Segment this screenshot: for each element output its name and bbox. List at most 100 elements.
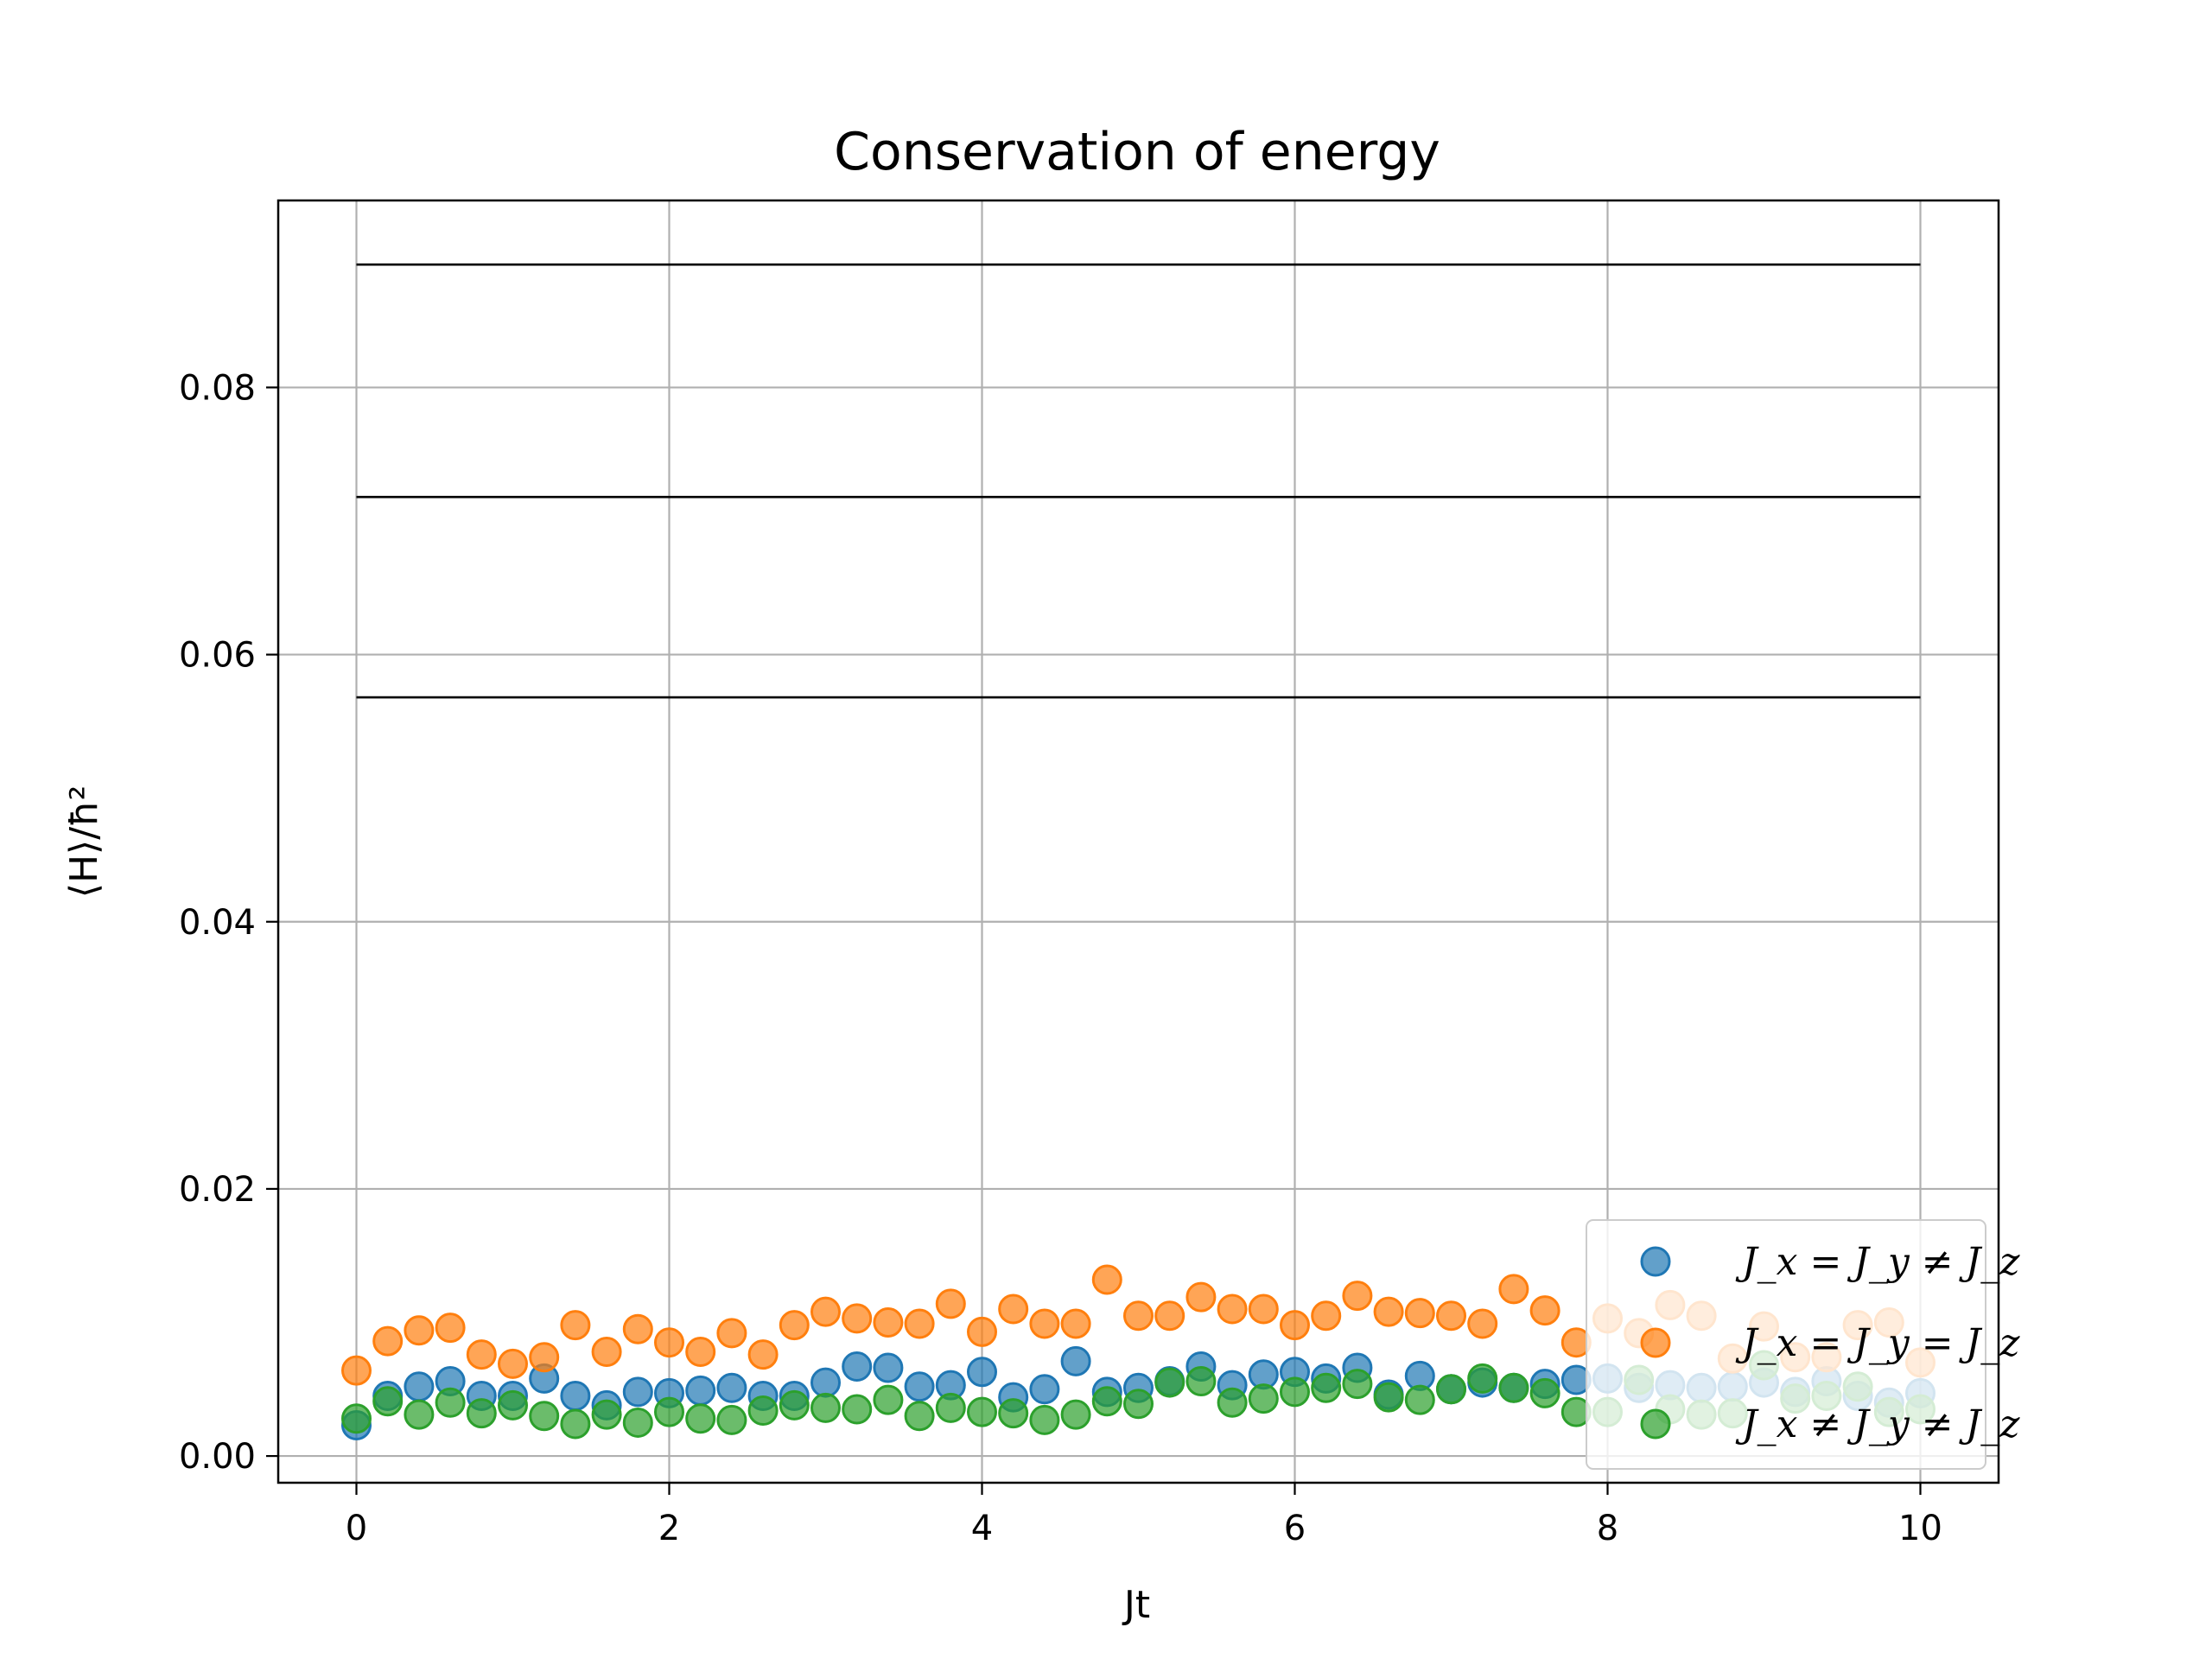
data-point-series-2 bbox=[1529, 1295, 1560, 1326]
data-point-series-2 bbox=[935, 1288, 966, 1319]
data-point-series-3 bbox=[1091, 1386, 1122, 1417]
data-point-series-2 bbox=[1217, 1294, 1248, 1325]
data-point-series-3 bbox=[998, 1398, 1029, 1429]
data-point-series-3 bbox=[747, 1395, 779, 1427]
data-point-series-2 bbox=[685, 1337, 716, 1368]
data-point-series-1 bbox=[716, 1372, 747, 1403]
data-point-series-2 bbox=[622, 1313, 653, 1344]
plot-frame bbox=[276, 199, 2000, 1484]
data-point-series-2 bbox=[842, 1303, 873, 1334]
data-point-series-2 bbox=[998, 1294, 1029, 1325]
data-point-series-3 bbox=[1280, 1376, 1310, 1408]
x-tick-label: 10 bbox=[1898, 1509, 1942, 1548]
data-point-series-3 bbox=[1154, 1367, 1185, 1398]
x-tick-label: 2 bbox=[658, 1509, 680, 1548]
data-point-series-1 bbox=[1060, 1345, 1091, 1376]
data-point-series-3 bbox=[498, 1389, 528, 1421]
data-point-series-2 bbox=[1436, 1300, 1466, 1332]
x-tick-label: 4 bbox=[971, 1509, 993, 1548]
data-point-series-3 bbox=[779, 1389, 810, 1421]
data-point-series-3 bbox=[341, 1403, 372, 1434]
x-tick-label: 8 bbox=[1597, 1509, 1618, 1548]
data-point-series-3 bbox=[967, 1396, 997, 1427]
data-point-series-3 bbox=[1311, 1372, 1342, 1403]
data-point-series-3 bbox=[1248, 1383, 1279, 1414]
data-point-series-2 bbox=[1185, 1281, 1217, 1313]
data-point-series-3 bbox=[810, 1392, 841, 1423]
data-point-series-3 bbox=[560, 1408, 591, 1440]
data-point-series-1 bbox=[810, 1367, 841, 1398]
grid-lines bbox=[278, 200, 1999, 1483]
data-point-series-1 bbox=[1029, 1374, 1060, 1405]
y-tick-label: 0.06 bbox=[179, 636, 256, 676]
data-point-series-3 bbox=[873, 1384, 904, 1415]
data-point-series-2 bbox=[1467, 1308, 1498, 1339]
legend-marker bbox=[1640, 1327, 1671, 1358]
data-point-series-2 bbox=[904, 1308, 935, 1339]
data-point-series-3 bbox=[1529, 1377, 1560, 1408]
data-point-series-2 bbox=[1280, 1310, 1310, 1341]
data-point-series-2 bbox=[466, 1339, 497, 1370]
y-axis-label: ⟨H⟩/ħ² bbox=[62, 785, 106, 898]
data-point-series-1 bbox=[873, 1352, 904, 1383]
data-point-series-3 bbox=[654, 1396, 684, 1427]
data-point-series-2 bbox=[341, 1355, 372, 1386]
data-point-series-2 bbox=[873, 1307, 904, 1338]
data-point-series-2 bbox=[1154, 1300, 1185, 1332]
data-point-series-1 bbox=[842, 1351, 873, 1382]
data-point-series-3 bbox=[466, 1398, 497, 1429]
data-point-series-3 bbox=[842, 1394, 873, 1425]
data-point-series-3 bbox=[1185, 1366, 1217, 1397]
data-point-series-3 bbox=[1342, 1369, 1373, 1400]
legend: J_x = J_y ≠ J_z J_x = J_y = J_z J_x ≠ J_y … bbox=[1586, 1219, 2020, 1470]
data-point-series-2 bbox=[560, 1310, 591, 1341]
x-tick-label: 6 bbox=[1284, 1509, 1306, 1548]
data-point-series-2 bbox=[1373, 1296, 1404, 1327]
data-point-series-3 bbox=[372, 1386, 404, 1417]
data-point-series-2 bbox=[1091, 1264, 1122, 1295]
legend-marker bbox=[1640, 1246, 1671, 1277]
data-point-series-2 bbox=[967, 1316, 997, 1347]
data-point-series-2 bbox=[1029, 1308, 1060, 1339]
data-point-series-2 bbox=[747, 1339, 779, 1370]
data-point-series-3 bbox=[1436, 1374, 1466, 1405]
data-point-series-2 bbox=[1123, 1300, 1154, 1332]
data-point-series-3 bbox=[622, 1407, 653, 1438]
data-point-series-3 bbox=[1498, 1372, 1529, 1403]
y-tick-label: 0.08 bbox=[179, 368, 256, 408]
data-point-series-2 bbox=[1404, 1298, 1435, 1329]
y-tick-label: 0.04 bbox=[179, 903, 256, 943]
data-point-series-2 bbox=[591, 1337, 622, 1368]
data-point-series-1 bbox=[404, 1371, 435, 1402]
data-point-series-3 bbox=[529, 1401, 560, 1432]
data-point-series-2 bbox=[498, 1348, 528, 1379]
data-point-series-3 bbox=[1467, 1363, 1498, 1394]
x-axis-label: Jt bbox=[1122, 1583, 1150, 1627]
data-point-series-2 bbox=[372, 1325, 404, 1357]
data-point-series-2 bbox=[810, 1296, 841, 1327]
data-point-series-3 bbox=[904, 1401, 935, 1432]
data-point-series-2 bbox=[1342, 1281, 1373, 1312]
legend-label: J_x ≠ J_y ≠ J_z bbox=[1735, 1402, 2020, 1446]
data-point-series-3 bbox=[685, 1403, 716, 1434]
data-point-series-1 bbox=[685, 1375, 716, 1406]
data-point-series-2 bbox=[529, 1342, 560, 1373]
data-point-series-2 bbox=[1248, 1294, 1279, 1325]
data-point-series-3 bbox=[716, 1404, 747, 1435]
data-point-series-2 bbox=[654, 1327, 684, 1358]
data-point-series-2 bbox=[1060, 1308, 1091, 1339]
data-point-series-2 bbox=[1311, 1300, 1342, 1332]
data-point-series-3 bbox=[591, 1399, 622, 1430]
data-point-series-3 bbox=[1060, 1399, 1091, 1430]
axis-ticks: 0 2 4 6 8 10 0.00 0.02 0.04 0.06 0.08 bbox=[179, 368, 1942, 1548]
data-point-series-3 bbox=[435, 1387, 466, 1418]
data-point-series-1 bbox=[904, 1371, 935, 1402]
legend-label: J_x = J_y = J_z bbox=[1735, 1321, 2020, 1365]
data-point-series-3 bbox=[1404, 1384, 1435, 1415]
legend-label: J_x = J_y ≠ J_z bbox=[1735, 1240, 2020, 1284]
reference-lines bbox=[356, 263, 1921, 699]
y-tick-label: 0.00 bbox=[179, 1437, 256, 1477]
data-point-series-3 bbox=[404, 1399, 435, 1430]
data-point-series-3 bbox=[1373, 1382, 1404, 1413]
